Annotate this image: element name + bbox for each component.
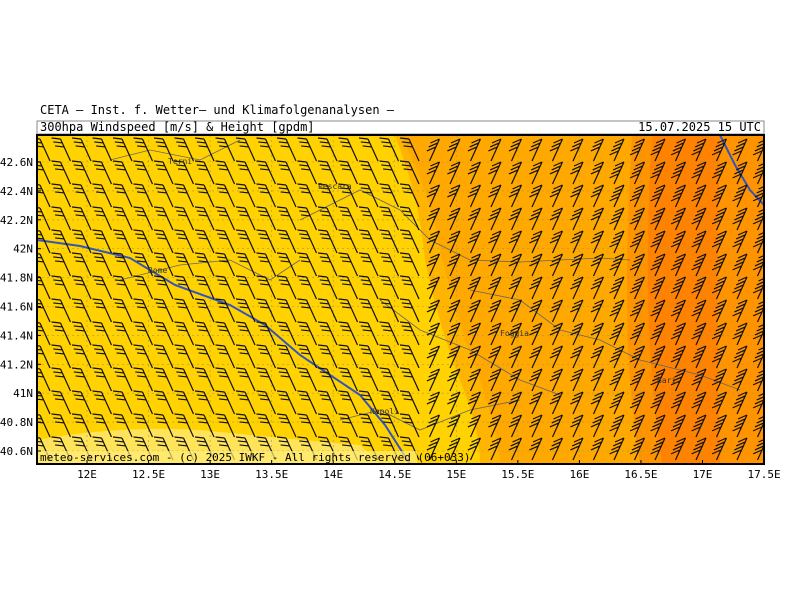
lon-label: 12.5E bbox=[132, 468, 165, 481]
field-orange-darkest bbox=[647, 135, 720, 464]
lat-label: 42.2N bbox=[0, 214, 33, 227]
map-frame bbox=[36, 134, 765, 465]
lon-label: 12E bbox=[77, 468, 97, 481]
lat-label: 42.4N bbox=[0, 185, 33, 198]
lon-label: 15.5E bbox=[501, 468, 534, 481]
city-label: Napoli bbox=[370, 407, 399, 416]
lon-label: 16E bbox=[569, 468, 589, 481]
lat-label: 42.6N bbox=[0, 156, 33, 169]
cities: Terni Pescara Rome Foggia Bari Napoli bbox=[148, 157, 676, 416]
lon-label: 17.5E bbox=[747, 468, 780, 481]
lon-label: 16.5E bbox=[624, 468, 657, 481]
lat-label: 41.6N bbox=[0, 301, 33, 314]
institute-title: CETA — Inst. f. Wetter— und Klimafolgena… bbox=[40, 103, 395, 117]
city-label: Terni bbox=[168, 157, 192, 166]
city-label: Rome bbox=[148, 266, 167, 275]
valid-time: 15.07.2025 15 UTC bbox=[638, 120, 761, 134]
footer-bg bbox=[37, 451, 417, 464]
city-label: Pescara bbox=[318, 182, 352, 191]
borders bbox=[109, 139, 741, 431]
river bbox=[37, 239, 411, 464]
lon-label: 13E bbox=[200, 468, 220, 481]
lat-label: 42N bbox=[13, 243, 33, 256]
lon-label: 14.5E bbox=[378, 468, 411, 481]
city-label: Bari bbox=[657, 376, 676, 385]
wind-barbs bbox=[37, 137, 764, 461]
lat-label: 40.8N bbox=[0, 416, 33, 429]
product-title: 300hpa Windspeed [m/s] & Height [gpdm] bbox=[40, 120, 315, 134]
axes: 42.6N 42.4N 42.2N 42N 41.8N 41.6N 41.4N 41.2N 41… bbox=[0, 156, 781, 481]
lon-label: 17E bbox=[693, 468, 713, 481]
lat-label: 41.8N bbox=[0, 272, 33, 285]
city-label: Foggia bbox=[500, 329, 529, 338]
lat-label: 41N bbox=[13, 387, 33, 400]
lat-label: 41.4N bbox=[0, 329, 33, 342]
map-area: Terni Pescara Rome Foggia Bari Napoli meteo-s… bbox=[37, 135, 764, 464]
lon-label: 15E bbox=[446, 468, 466, 481]
lon-label: 14E bbox=[323, 468, 343, 481]
footer: meteo-services.com - (c) 2025 IWKF - All… bbox=[40, 451, 470, 464]
lat-label: 40.6N bbox=[0, 445, 33, 458]
river bbox=[719, 135, 764, 206]
lat-label: 41.2N bbox=[0, 358, 33, 371]
lon-label: 13.5E bbox=[255, 468, 288, 481]
